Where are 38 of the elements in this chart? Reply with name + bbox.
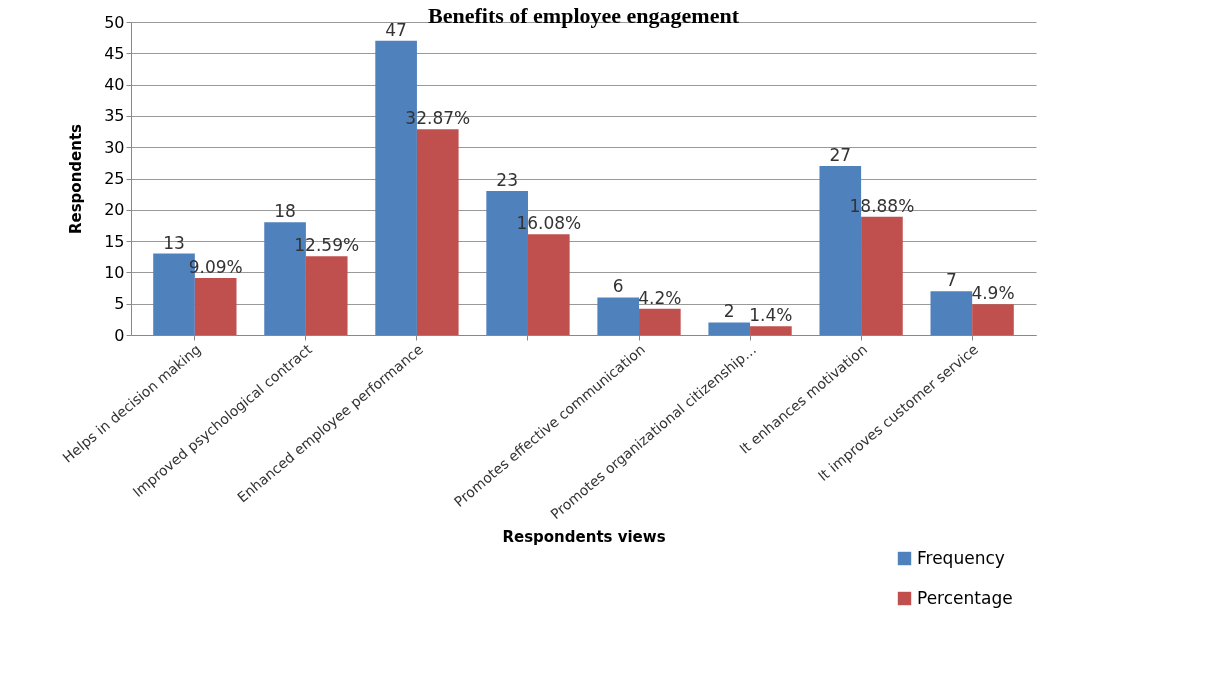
bar bbox=[930, 291, 973, 335]
data-label: 7 bbox=[945, 270, 957, 291]
bar bbox=[750, 326, 792, 335]
y-tick-label: 20 bbox=[104, 200, 125, 220]
y-tick-label: 10 bbox=[104, 262, 125, 282]
data-label: 47 bbox=[385, 19, 407, 40]
data-label: 2 bbox=[723, 301, 735, 322]
y-tick-label: 25 bbox=[104, 169, 125, 188]
data-label: 13 bbox=[163, 232, 185, 253]
bar bbox=[416, 129, 459, 335]
data-label: 4.9% bbox=[971, 283, 1015, 304]
y-tick-label: 45 bbox=[104, 43, 125, 63]
data-label: 27 bbox=[829, 144, 852, 165]
y-tick-label: 5 bbox=[114, 294, 125, 314]
legend-label: Frequency bbox=[917, 547, 1005, 568]
bar bbox=[527, 234, 570, 335]
data-label: 18 bbox=[274, 201, 296, 222]
bar bbox=[194, 278, 237, 335]
data-label: 23 bbox=[496, 170, 518, 191]
y-tick-label: 50 bbox=[104, 12, 125, 32]
y-tick-label: 0 bbox=[114, 325, 125, 345]
bar bbox=[597, 297, 640, 335]
legend-label: Percentage bbox=[917, 587, 1013, 608]
y-tick-label: 30 bbox=[104, 137, 125, 157]
bar bbox=[708, 322, 751, 335]
y-tick-label: 35 bbox=[104, 106, 125, 126]
y-tick-label: 40 bbox=[104, 75, 125, 95]
data-label: 1.4% bbox=[749, 305, 793, 326]
bar bbox=[861, 216, 903, 335]
bar bbox=[972, 304, 1014, 335]
bar bbox=[305, 256, 348, 335]
data-label: 6 bbox=[612, 276, 624, 297]
bar bbox=[639, 308, 681, 335]
x-axis-title: Respondents views bbox=[502, 528, 666, 547]
chart-title: Benefits of employee engagement bbox=[428, 3, 740, 28]
y-tick-label: 15 bbox=[104, 231, 125, 251]
data-label: 4.2% bbox=[638, 287, 682, 308]
y-axis-title: Respondents bbox=[67, 123, 86, 235]
